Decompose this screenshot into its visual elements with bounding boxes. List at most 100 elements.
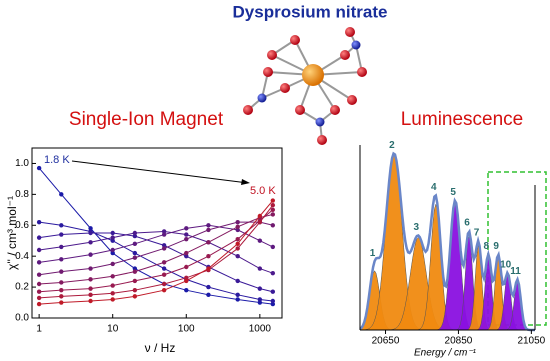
data-point — [36, 219, 42, 225]
data-point — [270, 202, 276, 208]
x-tick-label: 1000 — [249, 324, 272, 335]
peak-label: 1 — [370, 248, 376, 259]
data-point — [59, 244, 64, 250]
data-point — [235, 241, 240, 247]
data-point — [184, 275, 189, 281]
peak-label: 5 — [450, 187, 456, 198]
data-point — [235, 297, 240, 302]
chart-title: Single-Ion Magnet — [69, 109, 224, 130]
series-line — [39, 200, 274, 305]
data-point — [36, 235, 42, 240]
figure-title: Dysprosium nitrate — [233, 2, 388, 21]
data-point — [110, 235, 115, 240]
data-point — [59, 300, 64, 305]
data-point — [270, 298, 276, 304]
data-point — [235, 253, 240, 259]
data-point — [161, 243, 167, 248]
x-axis-label: ν / Hz — [145, 341, 176, 355]
plot-frame — [31, 147, 283, 319]
x-tick-label: 20650 — [372, 336, 400, 347]
data-point — [36, 289, 42, 294]
data-point — [270, 301, 276, 307]
x-tick-label: 20850 — [445, 336, 473, 347]
data-point — [235, 278, 240, 284]
y-axis-label: χ'' / cm³.mol⁻¹ — [5, 196, 19, 270]
data-point — [257, 219, 263, 225]
data-point — [161, 229, 167, 234]
data-point — [88, 230, 93, 236]
data-point — [206, 240, 211, 245]
peak-label: 2 — [389, 140, 395, 151]
data-point — [132, 255, 138, 260]
data-point — [235, 246, 240, 251]
data-point — [184, 250, 189, 256]
data-point — [184, 226, 189, 231]
data-point — [132, 233, 138, 239]
data-point — [88, 240, 93, 245]
data-point — [110, 238, 115, 243]
data-point — [88, 298, 93, 304]
data-point — [257, 213, 263, 219]
data-point — [59, 269, 64, 274]
data-point — [206, 292, 211, 298]
data-point — [110, 274, 115, 279]
data-point — [36, 165, 42, 171]
y-tick-label: 0.0 — [15, 313, 29, 324]
data-point — [235, 227, 240, 233]
data-point — [184, 278, 189, 284]
data-point — [184, 287, 189, 293]
peak-label: 3 — [414, 222, 420, 233]
data-point — [257, 238, 263, 243]
x-tick-label: 10 — [107, 324, 119, 335]
series-line — [38, 167, 273, 305]
x-tick-label: 100 — [178, 324, 195, 335]
data-point — [184, 264, 189, 270]
data-point — [88, 292, 93, 298]
annotation: 1.8 K — [44, 154, 70, 166]
data-point — [59, 257, 64, 262]
data-point — [235, 219, 240, 225]
data-point — [206, 284, 211, 290]
data-point — [270, 207, 276, 213]
data-point — [88, 266, 93, 271]
y-tick-label: 1.0 — [15, 158, 29, 169]
data-point — [110, 247, 115, 253]
data-point — [110, 297, 115, 302]
data-point — [235, 292, 240, 298]
data-point — [206, 227, 211, 233]
data-point — [257, 266, 263, 271]
data-point — [206, 223, 211, 228]
data-point — [132, 269, 138, 274]
data-point — [59, 287, 64, 293]
chart-title: Luminescence — [401, 109, 524, 130]
data-point — [132, 266, 138, 271]
data-point — [257, 297, 263, 302]
data-point — [270, 223, 276, 228]
data-point — [110, 230, 115, 236]
data-point — [59, 232, 64, 237]
data-point — [184, 236, 189, 242]
data-point — [36, 260, 42, 265]
molecule — [243, 27, 367, 145]
data-point — [206, 253, 211, 259]
peak-label: 7 — [474, 228, 480, 239]
data-point — [88, 252, 93, 257]
y-tick-label: 0.2 — [15, 282, 29, 293]
data-point — [132, 287, 138, 293]
data-point — [110, 283, 115, 288]
x-axis-label: Energy / cm⁻¹ — [414, 348, 477, 359]
data-point — [36, 301, 42, 307]
data-point — [132, 294, 138, 299]
data-point — [235, 224, 240, 230]
envelope-fit — [359, 151, 535, 332]
x-tick-label: 1 — [36, 324, 42, 335]
data-point — [270, 212, 276, 217]
data-point — [110, 261, 115, 267]
data-point — [270, 244, 276, 250]
y-tick-label: 0.8 — [15, 189, 29, 200]
peak-label: 11 — [510, 266, 521, 277]
data-point — [132, 241, 138, 247]
data-point — [59, 280, 64, 285]
data-point — [270, 198, 276, 203]
